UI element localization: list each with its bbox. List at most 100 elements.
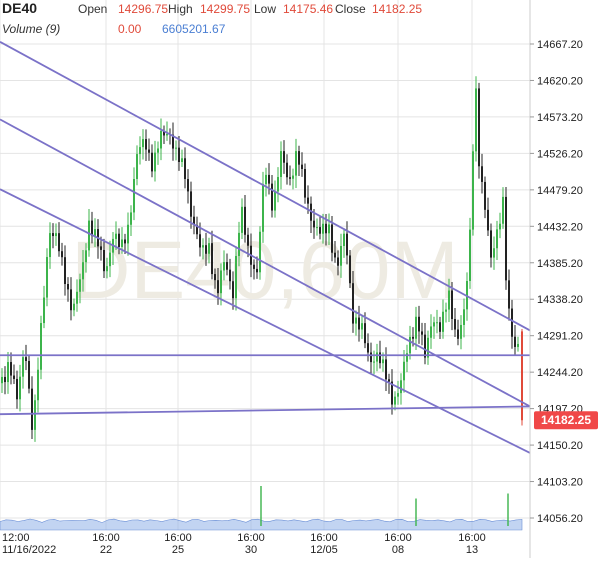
candle-body <box>154 152 156 172</box>
candle-up <box>208 237 210 264</box>
candle-body <box>277 177 279 192</box>
candle-body <box>505 196 507 281</box>
candle-up <box>469 217 471 289</box>
candle-body <box>379 352 381 364</box>
candle-down <box>193 205 195 235</box>
candle-body <box>508 280 510 309</box>
candle-down <box>253 259 255 280</box>
candle-body <box>316 227 318 229</box>
candle-down <box>505 186 507 290</box>
candle-up <box>403 349 405 393</box>
candle-down <box>151 144 153 178</box>
candle-body <box>445 309 447 312</box>
candle-down <box>346 221 348 265</box>
current-price-label: 14182.25 <box>541 413 591 427</box>
candle-down <box>301 152 303 177</box>
candle-up <box>115 221 117 250</box>
candle-body <box>463 309 465 325</box>
candle-body <box>274 191 276 211</box>
candle-body <box>16 378 18 400</box>
candle-down <box>484 176 486 219</box>
candle-body <box>376 352 378 362</box>
time-tick-label: 16:00 <box>237 532 265 544</box>
candle-up <box>160 118 162 161</box>
candle-up <box>355 310 357 336</box>
candle-up <box>139 136 141 165</box>
candle-body <box>367 343 369 353</box>
candle-down <box>247 227 249 258</box>
candle-body <box>421 331 423 335</box>
candle-body <box>280 151 282 178</box>
candle-down <box>28 355 30 394</box>
candle-body <box>1 376 3 384</box>
trend-line <box>0 118 531 408</box>
candle-up <box>430 314 432 349</box>
candle-body <box>127 224 129 244</box>
candle-body <box>247 234 249 246</box>
candle-body <box>484 181 486 210</box>
candle-body <box>205 245 207 254</box>
candle-up <box>322 213 324 244</box>
candle-body <box>460 324 462 339</box>
high-value: 14299.75 <box>200 2 251 16</box>
candle-up <box>82 249 84 292</box>
candle-body <box>331 224 333 253</box>
trend-line <box>0 41 531 332</box>
candle-body <box>415 316 417 339</box>
candle-body <box>514 336 516 347</box>
candle-body <box>58 233 60 252</box>
watermark: DE40,60M <box>71 225 458 316</box>
candle-up <box>202 238 204 260</box>
close-label: Close <box>335 2 366 16</box>
candle-up <box>406 344 408 373</box>
price-axis[interactable]: 14667.20 14620.20 14573.20 14526.20 14479.20… <box>530 39 583 525</box>
candle-body <box>166 133 168 136</box>
candle-up <box>463 298 465 338</box>
candle-down <box>10 352 12 385</box>
candle-body <box>10 362 12 376</box>
candle-body <box>223 262 225 271</box>
candle-down <box>205 232 207 266</box>
candle-up <box>460 315 462 350</box>
trend-line <box>0 405 531 416</box>
candle-body <box>364 323 366 344</box>
candle-down <box>521 329 523 426</box>
candle-body <box>145 139 147 150</box>
candle-up <box>259 226 261 280</box>
date-tick-label: 22 <box>100 544 112 556</box>
candle-body <box>409 336 411 354</box>
candle-body <box>424 334 426 358</box>
high-label: High <box>168 2 193 16</box>
candle-down <box>145 129 147 162</box>
candle-up <box>517 336 519 352</box>
price-tick-label: 14432.20 <box>537 221 583 233</box>
candle-down <box>13 364 15 385</box>
candle-up <box>175 140 177 161</box>
time-axis[interactable]: 12:0011/16/202216:002216:002516:003016:0… <box>2 532 486 556</box>
candle-body <box>88 220 90 251</box>
candle-body <box>391 381 393 405</box>
candle-body <box>232 281 234 299</box>
trend-lines[interactable] <box>0 41 531 454</box>
candle-up <box>277 167 279 203</box>
low-value: 14175.46 <box>283 2 334 16</box>
candle-body <box>124 239 126 244</box>
candle-body <box>451 290 453 320</box>
candle-body <box>355 317 357 324</box>
candle-body <box>133 178 135 213</box>
candle-down <box>271 175 273 218</box>
candle-body <box>475 88 477 152</box>
candle-body <box>46 257 48 298</box>
candle-body <box>25 357 27 361</box>
close-value: 14182.25 <box>372 2 423 16</box>
trend-line <box>0 188 531 454</box>
date-tick-label: 25 <box>172 544 184 556</box>
candle-down <box>244 195 246 243</box>
price-tick-label: 14056.20 <box>537 513 583 525</box>
candle-up <box>130 205 132 237</box>
candle-up <box>223 250 225 281</box>
candle-down <box>358 305 360 342</box>
candle-body <box>160 130 162 149</box>
